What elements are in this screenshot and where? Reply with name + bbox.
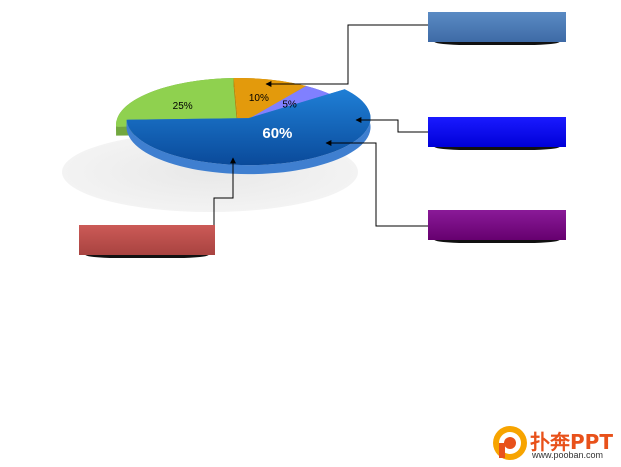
brand-url: www.pooban.com bbox=[532, 450, 604, 460]
pie-slice-60 bbox=[126, 89, 371, 175]
leader-line-25 bbox=[213, 157, 236, 238]
brand-name: 扑奔PPT bbox=[530, 430, 613, 454]
pie-slice-10-top bbox=[233, 78, 307, 125]
callout-box-5 bbox=[428, 117, 566, 150]
data-label-25: 25% bbox=[173, 101, 193, 112]
callout-box-25 bbox=[79, 225, 215, 258]
leader-line-10 bbox=[325, 140, 428, 227]
data-label-60: 60% bbox=[262, 125, 292, 142]
data-label-5: 5% bbox=[282, 100, 297, 111]
brand-logo: 扑奔PPT www.pooban.com bbox=[492, 423, 618, 463]
callout-box-60 bbox=[428, 12, 566, 45]
pie-slice-60-top bbox=[126, 89, 371, 166]
leader-line-60 bbox=[265, 24, 428, 87]
brand-logo-icon bbox=[493, 426, 527, 460]
leader-line-5 bbox=[355, 117, 428, 133]
pie-slice-25-top bbox=[116, 78, 238, 127]
callout-box-10 bbox=[428, 210, 566, 243]
data-label-10: 10% bbox=[249, 93, 269, 104]
